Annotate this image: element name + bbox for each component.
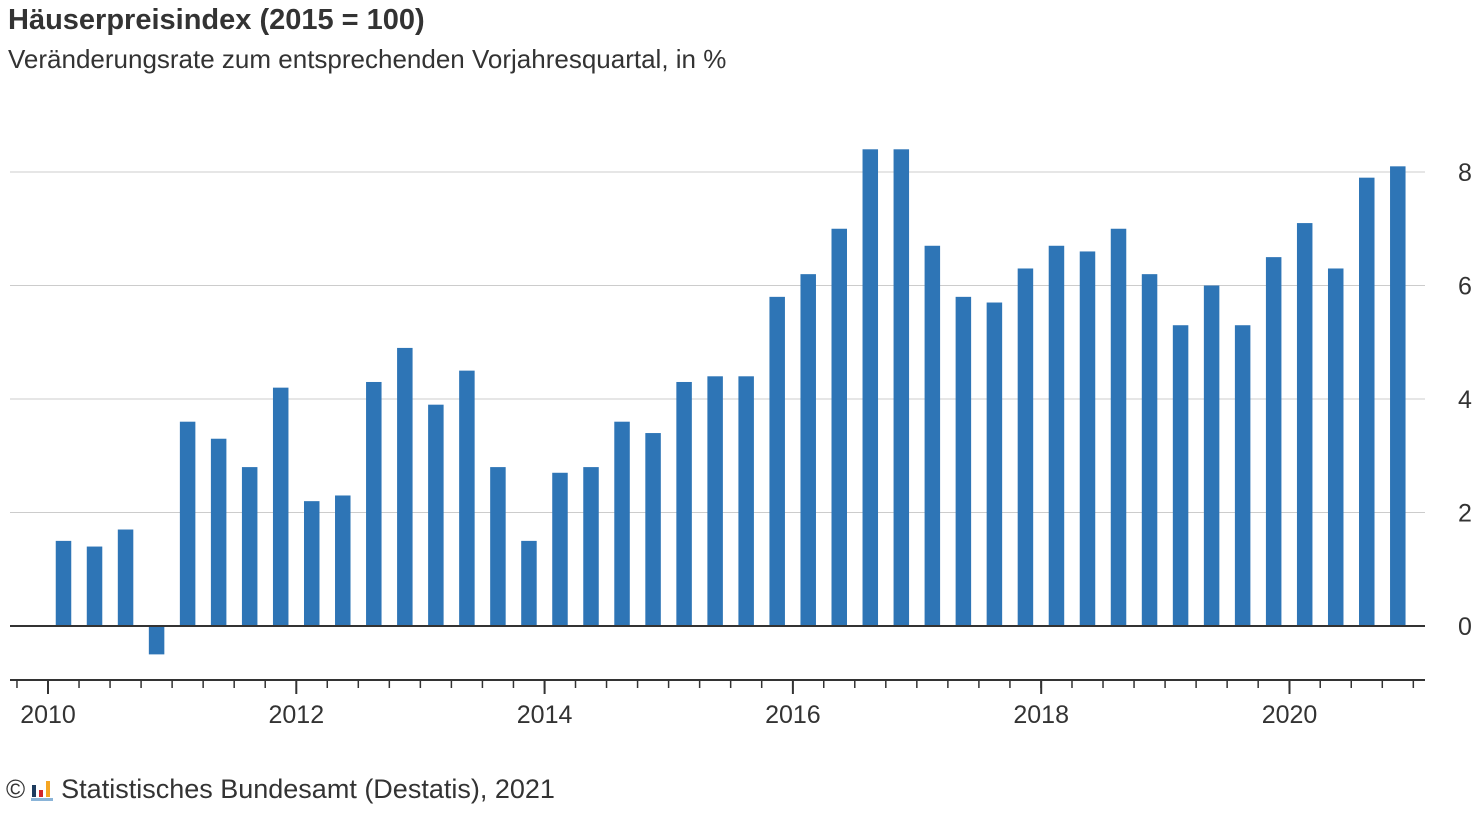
bar-2020-q3 <box>1359 177 1375 627</box>
source-footer: © Statistisches Bundesamt (Destatis), 20… <box>6 774 555 805</box>
bar-2019-q3 <box>1234 325 1251 626</box>
x-tick-label-2010: 2010 <box>20 701 76 729</box>
destatis-logo-icon <box>31 779 54 801</box>
x-tick-label-2020: 2020 <box>1262 701 1318 729</box>
bar-2011-q4 <box>272 387 289 626</box>
bar-2015-q1 <box>676 381 692 626</box>
bar-2010-q2 <box>86 546 103 626</box>
bar-2014-q2 <box>583 467 599 626</box>
copyright-symbol: © <box>6 774 26 804</box>
bar-2020-q1 <box>1296 223 1313 626</box>
bar-2014-q4 <box>645 433 661 626</box>
bar-2018-q1 <box>1048 245 1065 626</box>
bar-2017-q1 <box>924 245 941 626</box>
bar-2018-q3 <box>1110 228 1127 626</box>
bar-2015-q2 <box>707 376 723 626</box>
bar-2019-q1 <box>1172 325 1189 626</box>
y-tick-label-4: 4 <box>1458 386 1472 414</box>
bar-2013-q4 <box>521 540 537 627</box>
x-tick-label-2018: 2018 <box>1013 701 1069 729</box>
bar-2020-q4 <box>1390 166 1406 626</box>
bar-2017-q2 <box>955 296 972 626</box>
bar-2013-q1 <box>428 404 444 626</box>
bar-2012-q4 <box>397 347 413 626</box>
x-tick-label-2016: 2016 <box>765 701 821 729</box>
bar-2011-q2 <box>210 438 227 626</box>
y-tick-label-8: 8 <box>1458 159 1472 187</box>
bar-2016-q3 <box>862 149 879 627</box>
bar-2011-q1 <box>179 421 196 626</box>
bar-2015-q4 <box>769 296 785 626</box>
bar-2010-q1 <box>55 540 72 627</box>
bar-2012-q3 <box>366 381 382 626</box>
y-tick-label-0: 0 <box>1458 613 1472 641</box>
bar-2010-q4 <box>148 626 165 655</box>
bar-2013-q3 <box>490 467 506 626</box>
x-tick-label-2014: 2014 <box>517 701 573 729</box>
bar-2017-q4 <box>1017 268 1034 626</box>
bar-2019-q2 <box>1203 285 1220 626</box>
y-tick-label-2: 2 <box>1458 500 1472 528</box>
bar-2013-q2 <box>459 370 475 627</box>
bar-2019-q4 <box>1265 257 1282 627</box>
bar-2017-q3 <box>986 302 1003 626</box>
bar-2018-q4 <box>1141 274 1158 626</box>
bar-2010-q3 <box>117 529 134 626</box>
chart-subtitle: Veränderungsrate zum entsprechenden Vorj… <box>8 44 727 74</box>
x-tick-label-2012: 2012 <box>268 701 324 729</box>
bar-2020-q2 <box>1327 268 1344 626</box>
bar-2018-q2 <box>1079 251 1096 626</box>
bar-2014-q1 <box>552 472 568 626</box>
bar-2016-q4 <box>893 149 910 627</box>
chart-title: Häuserpreisindex (2015 = 100) <box>8 4 425 36</box>
bar-2015-q3 <box>738 376 754 626</box>
bar-2016-q2 <box>831 228 847 626</box>
bar-2016-q1 <box>800 274 816 626</box>
y-tick-label-6: 6 <box>1458 273 1472 301</box>
bar-2014-q3 <box>614 421 630 626</box>
bar-2012-q2 <box>335 495 351 626</box>
bar-2011-q3 <box>241 467 258 626</box>
bar-2012-q1 <box>303 501 320 626</box>
source-text: Statistisches Bundesamt (Destatis), 2021 <box>61 774 555 804</box>
bar-chart: 0 2 4 6 8 2010 2012 2014 2016 2018 2020 <box>10 149 1472 729</box>
